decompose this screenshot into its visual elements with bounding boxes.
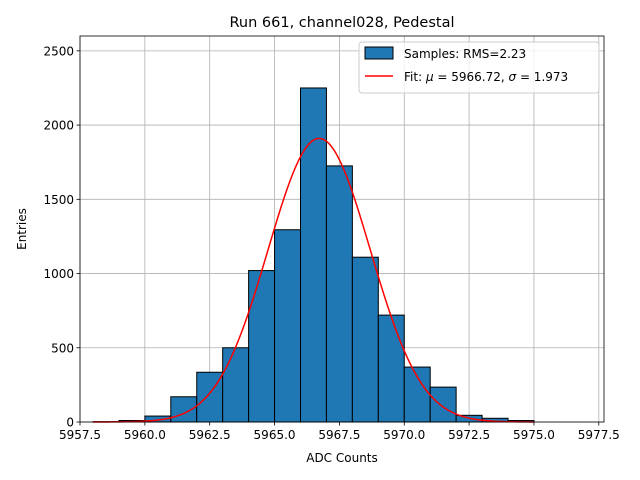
y-tick-label: 500 bbox=[51, 341, 74, 355]
chart-title: Run 661, channel028, Pedestal bbox=[229, 15, 454, 31]
legend-fit-label: Fit: μ = 5966.72, σ = 1.973 bbox=[404, 70, 568, 84]
fit-curve bbox=[92, 137, 534, 423]
histogram-bar bbox=[299, 87, 327, 423]
legend-fit-mu-value: = 5966.72, bbox=[434, 70, 509, 84]
y-tick-label: 2500 bbox=[43, 44, 74, 58]
y-tick-label: 0 bbox=[66, 416, 74, 430]
x-tick-label: 5972.5 bbox=[448, 428, 490, 442]
x-tick-label: 5965.0 bbox=[254, 428, 296, 442]
legend-samples-swatch bbox=[364, 46, 394, 60]
legend-fit-sigma-symbol: σ bbox=[509, 70, 517, 84]
y-tick-label: 2000 bbox=[43, 119, 74, 133]
legend-fit-sigma-value: = 1.973 bbox=[516, 70, 568, 84]
x-tick-label: 5957.5 bbox=[59, 428, 101, 442]
histogram-bar bbox=[377, 314, 405, 423]
x-tick-label: 5977.5 bbox=[578, 428, 620, 442]
histogram-bar bbox=[429, 386, 457, 423]
histogram-bar bbox=[351, 256, 379, 423]
x-tick-label: 5975.0 bbox=[513, 428, 555, 442]
y-axis: 0 500 1000 1500 2000 2500 bbox=[43, 44, 80, 430]
y-tick-label: 1000 bbox=[43, 267, 74, 281]
x-tick-label: 5962.5 bbox=[189, 428, 231, 442]
histogram-bar bbox=[222, 347, 250, 423]
legend-fit-mu-symbol: μ bbox=[425, 70, 434, 84]
x-axis-label: ADC Counts bbox=[306, 451, 378, 465]
x-tick-label: 5970.0 bbox=[383, 428, 425, 442]
plot-frame bbox=[79, 35, 605, 423]
histogram-bars bbox=[92, 87, 535, 423]
x-tick-label: 5960.0 bbox=[124, 428, 166, 442]
legend-fit-prefix: Fit: bbox=[404, 70, 426, 84]
histogram-bar bbox=[248, 270, 276, 423]
x-tick-label: 5967.5 bbox=[318, 428, 360, 442]
x-axis: 5957.5 5960.0 5962.5 5965.0 5967.5 5970.0 5972… bbox=[59, 422, 620, 442]
legend: Samples: RMS=2.23 Fit: μ = 5966.72, σ = … bbox=[358, 41, 600, 94]
histogram-bar bbox=[325, 165, 353, 423]
histogram-bar bbox=[274, 229, 301, 423]
legend-box bbox=[358, 41, 600, 94]
legend-samples-label: Samples: RMS=2.23 bbox=[404, 47, 526, 61]
y-axis-label: Entries bbox=[15, 208, 29, 250]
y-tick-label: 1500 bbox=[43, 193, 74, 207]
